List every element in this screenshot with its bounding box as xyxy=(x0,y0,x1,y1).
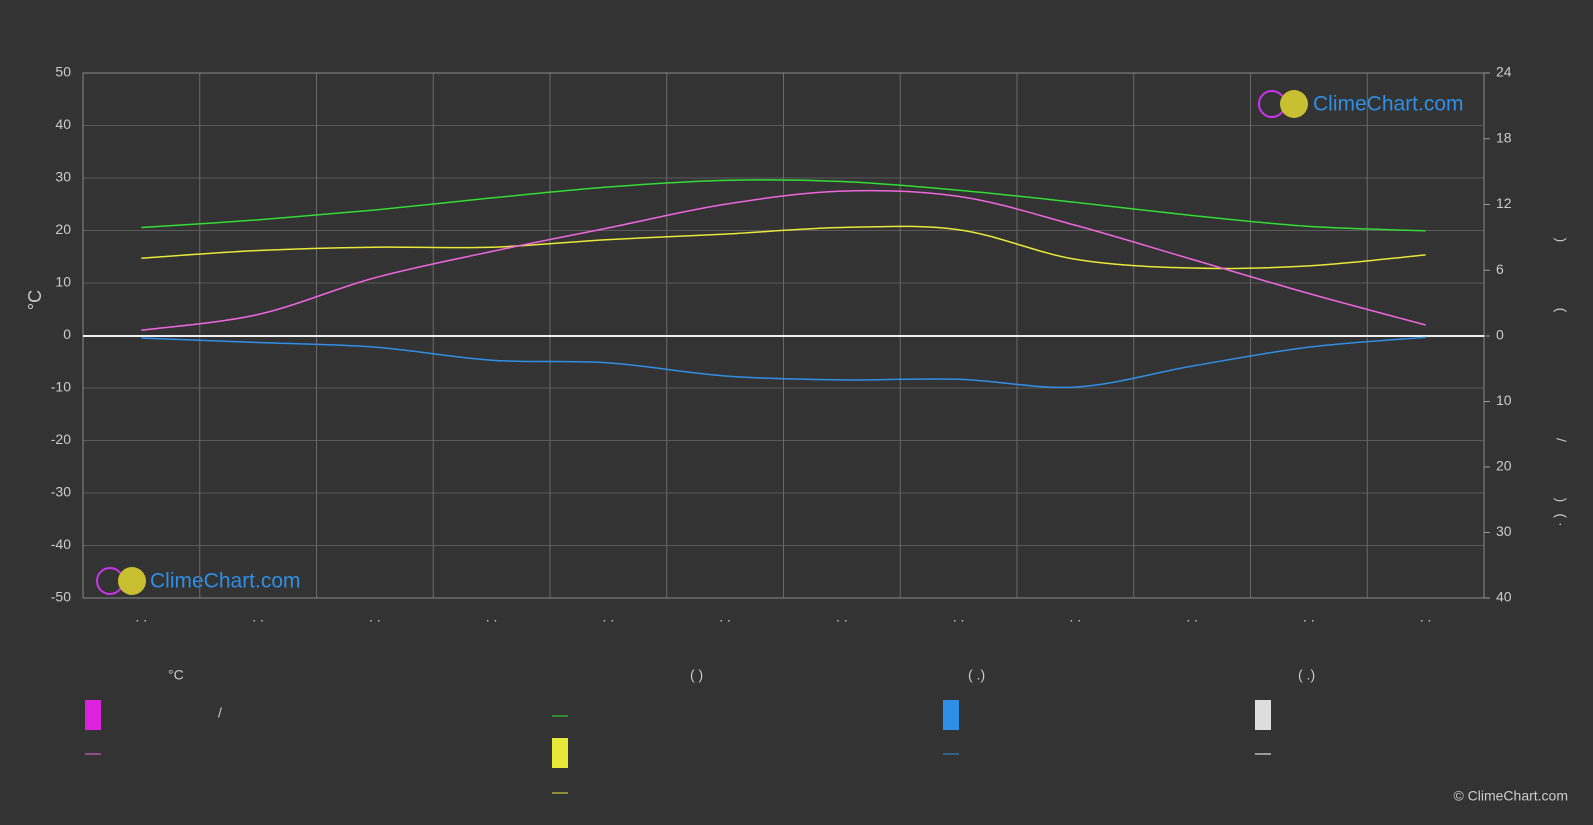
x-tick-label: . . xyxy=(836,609,848,625)
y-tick-label: 20 xyxy=(55,221,71,237)
x-tick-label: . . xyxy=(1070,609,1082,625)
y2-tick-label: 0 xyxy=(1496,327,1504,343)
plot xyxy=(82,72,1485,599)
series-line xyxy=(141,225,1426,270)
legend-swatch xyxy=(1255,700,1271,730)
series-line xyxy=(141,179,1426,232)
logo-sun xyxy=(118,567,146,595)
x-tick-label: . . xyxy=(603,609,615,625)
watermark: ClimeChart.com xyxy=(150,570,301,593)
logo: ClimeChart.com ClimeChart.com xyxy=(96,90,1464,595)
logo-sun xyxy=(1280,90,1308,118)
x-tick-label: . . xyxy=(1303,609,1315,625)
x-tick-label: . . xyxy=(136,609,148,625)
y-axis-label: °C xyxy=(25,290,45,310)
y-tick-label: -30 xyxy=(51,484,71,500)
x-tick-label: . . xyxy=(252,609,264,625)
x-tick-label: . . xyxy=(369,609,381,625)
y-tick-label: -40 xyxy=(51,536,71,552)
y-tick-label: 30 xyxy=(55,169,71,185)
y2-tick-label: 12 xyxy=(1496,195,1512,211)
x-tick-label: . . xyxy=(719,609,731,625)
y-tick-label: -10 xyxy=(51,379,71,395)
y2-axis-label: ) xyxy=(1553,498,1569,503)
y3-tick-label: 30 xyxy=(1496,523,1512,539)
y-tick-label: 10 xyxy=(55,274,71,290)
y2-tick-label: 6 xyxy=(1496,261,1504,277)
watermark: ClimeChart.com xyxy=(1313,93,1464,116)
legend: °C ( ) ( .) ( .) / xyxy=(85,667,1315,794)
y-tick-label: 0 xyxy=(63,326,71,342)
y2-axis-label: / xyxy=(1553,438,1569,442)
y-tick-label: -20 xyxy=(51,431,71,447)
y2-axis-label: ( xyxy=(1553,308,1569,313)
y-tick-label: 50 xyxy=(55,64,71,80)
y2-axis-label: ( · xyxy=(1553,513,1569,526)
y2-axis-label: ) xyxy=(1553,238,1569,243)
y-tick-label: -50 xyxy=(51,589,71,605)
y3-tick-label: 40 xyxy=(1496,589,1512,605)
x-tick-label: . . xyxy=(1420,609,1432,625)
y2-tick-label: 18 xyxy=(1496,129,1512,145)
legend-heading: ( ) xyxy=(690,667,703,683)
x-tick-label: . . xyxy=(953,609,965,625)
series-line xyxy=(141,336,1426,389)
legend-heading: ( .) xyxy=(1298,667,1315,683)
legend-heading: °C xyxy=(168,667,184,683)
legend-text: / xyxy=(218,705,222,721)
x-tick-label: . . xyxy=(486,609,498,625)
series-line xyxy=(141,189,1426,331)
legend-swatch xyxy=(943,700,959,730)
y2-tick-label: 24 xyxy=(1496,64,1512,80)
y3-tick-label: 20 xyxy=(1496,458,1512,474)
y-tick-label: 40 xyxy=(55,116,71,132)
copyright: © ClimeChart.com xyxy=(1453,788,1568,804)
x-tick-label: . . xyxy=(1186,609,1198,625)
legend-swatch xyxy=(85,700,101,730)
legend-swatch xyxy=(552,738,568,768)
y3-tick-label: 10 xyxy=(1496,392,1512,408)
legend-heading: ( .) xyxy=(968,667,985,683)
